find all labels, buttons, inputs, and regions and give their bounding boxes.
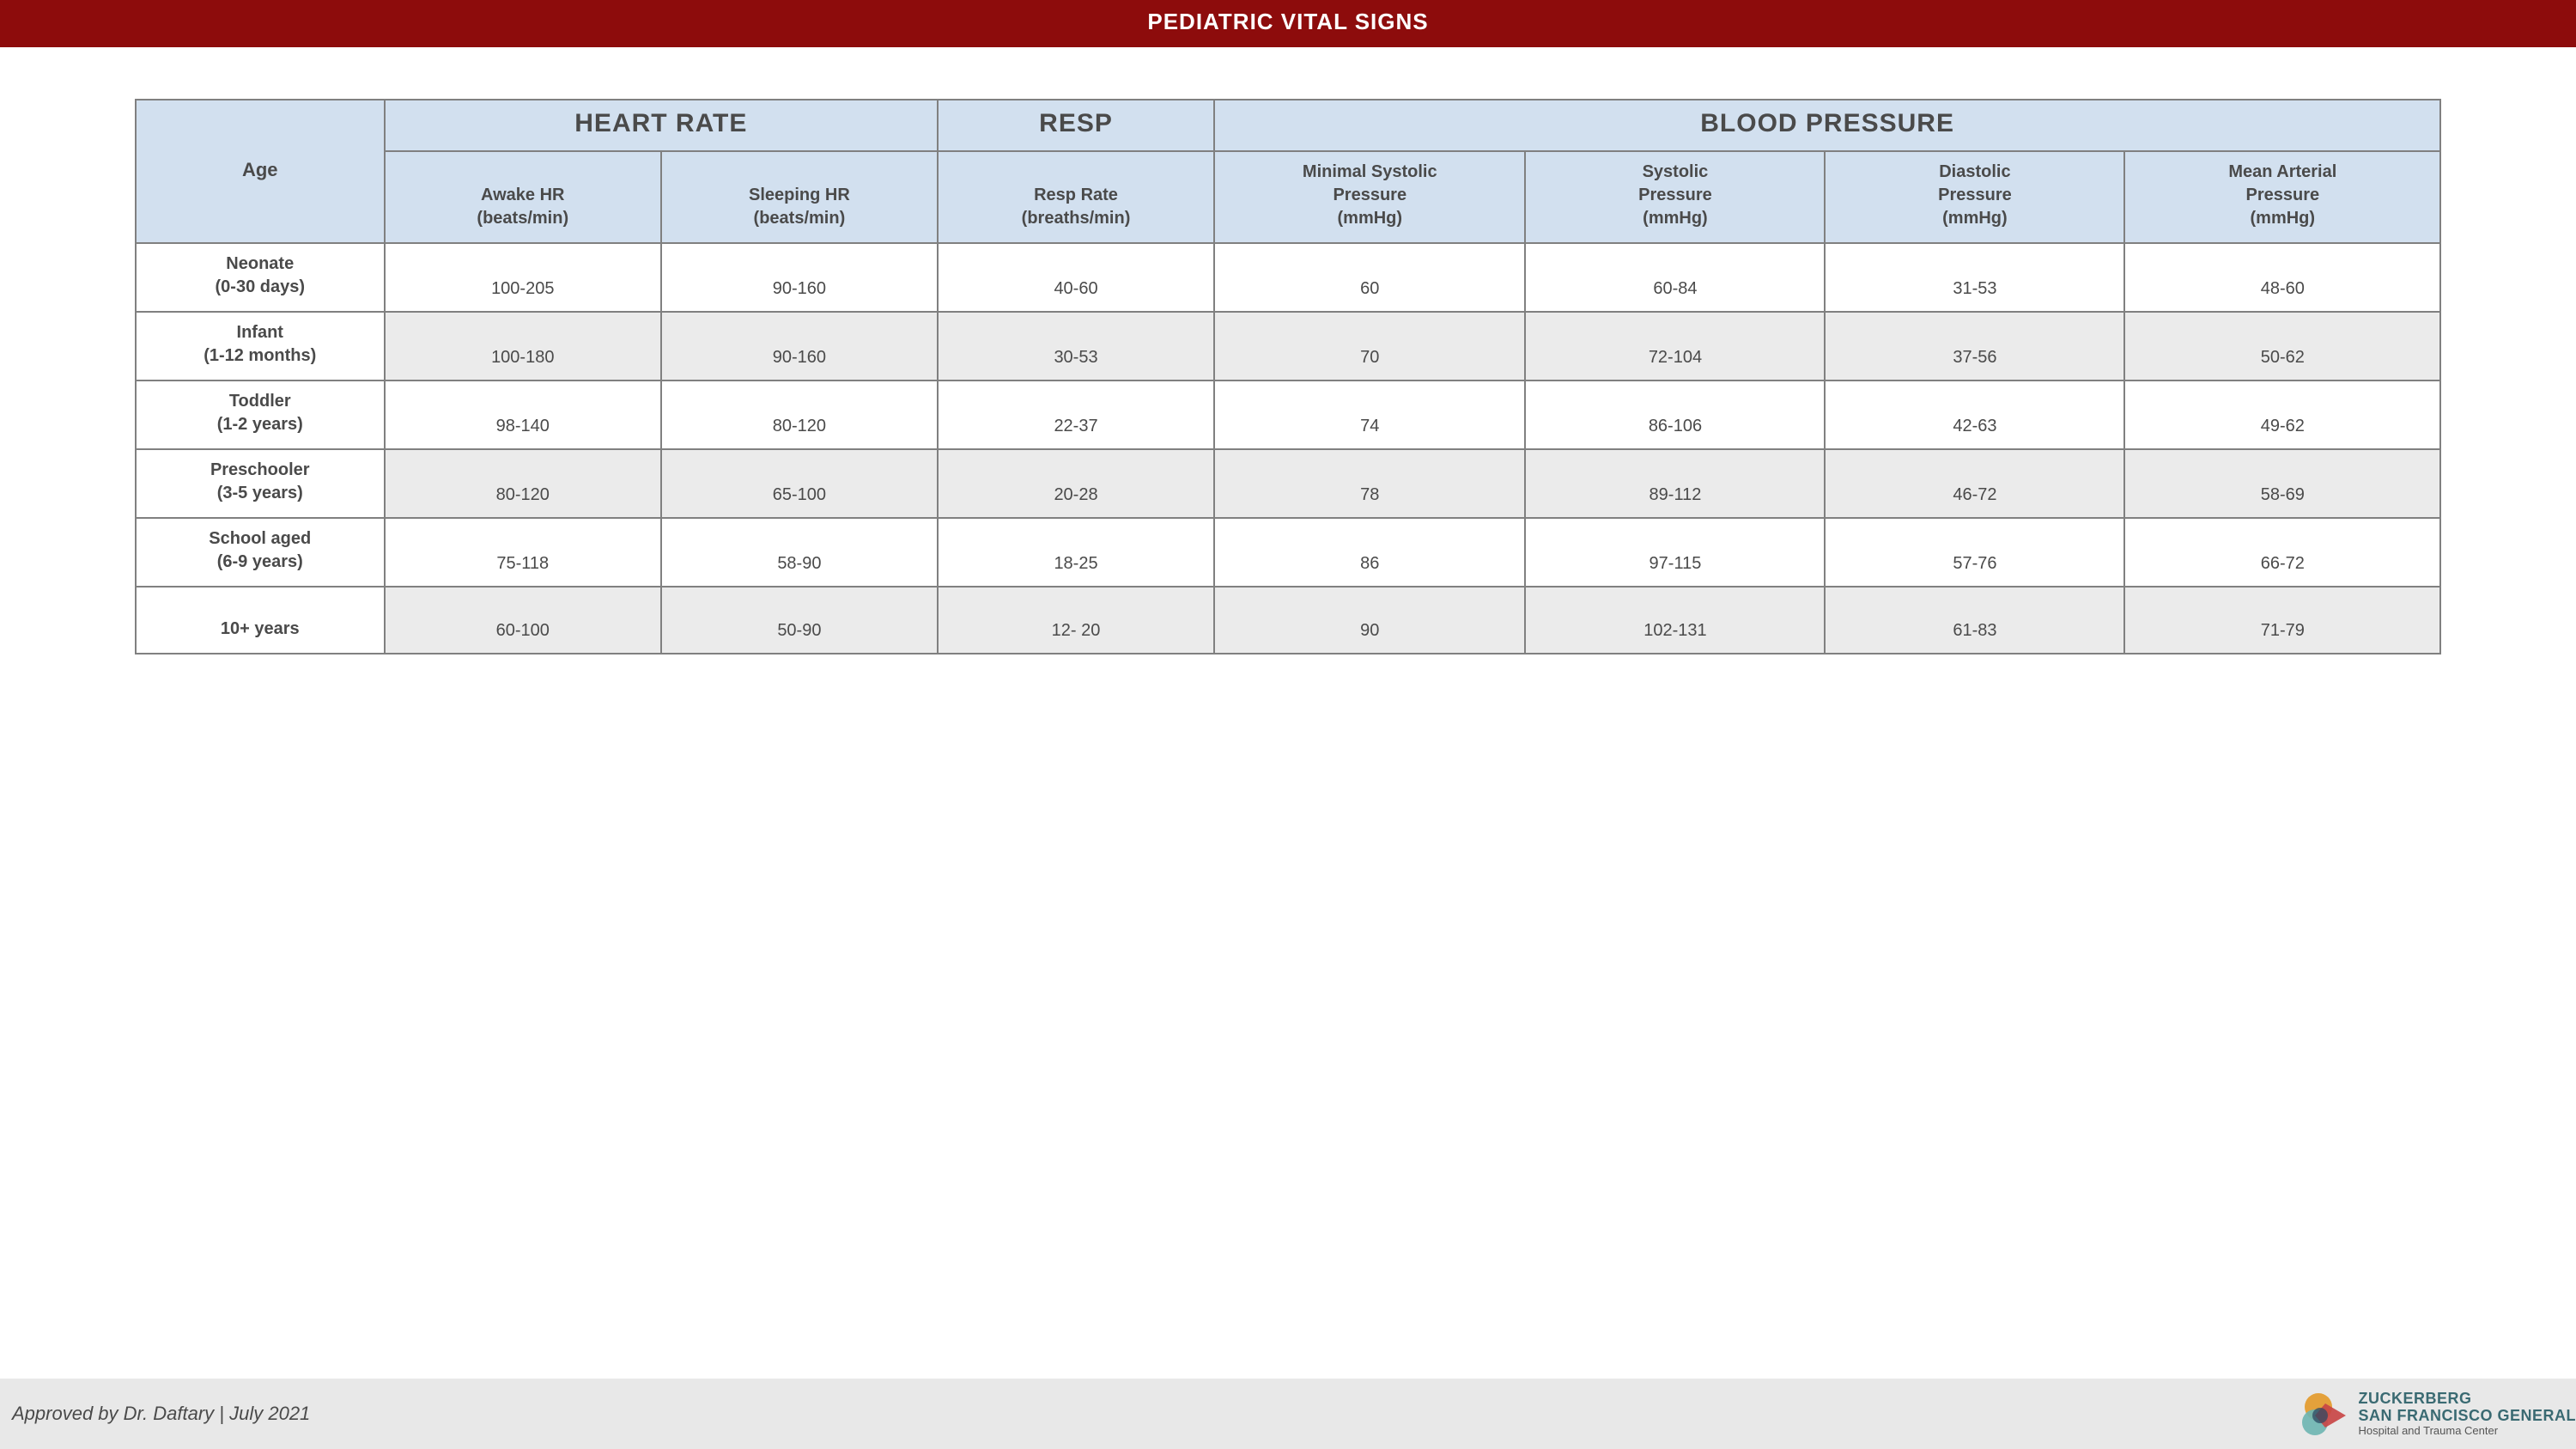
logo-line-2: SAN FRANCISCO GENERAL bbox=[2358, 1408, 2576, 1425]
content-area: AgeHEART RATERESPBLOOD PRESSURE Awake HR… bbox=[0, 47, 2576, 1379]
table-cell: 50-62 bbox=[2124, 312, 2440, 381]
hospital-logo-icon bbox=[2296, 1391, 2349, 1436]
table-cell: 31-53 bbox=[1825, 243, 2124, 312]
table-row: Infant(1-12 months)100-18090-16030-53707… bbox=[136, 312, 2440, 381]
table-cell: 65-100 bbox=[661, 449, 938, 518]
table-cell: 74 bbox=[1214, 381, 1525, 449]
table-cell: 46-72 bbox=[1825, 449, 2124, 518]
table-cell: 22-37 bbox=[938, 381, 1214, 449]
table-cell: 58-69 bbox=[2124, 449, 2440, 518]
row-age-label: Infant(1-12 months) bbox=[136, 312, 385, 381]
row-age-label: School aged(6-9 years) bbox=[136, 518, 385, 587]
table-cell: 90-160 bbox=[661, 243, 938, 312]
table-cell: 49-62 bbox=[2124, 381, 2440, 449]
table-row: Neonate(0-30 days)100-20590-16040-606060… bbox=[136, 243, 2440, 312]
title-bar: PEDIATRIC VITAL SIGNS bbox=[0, 0, 2576, 47]
row-age-label: 10+ years bbox=[136, 587, 385, 654]
col-header-age: Age bbox=[136, 100, 385, 243]
table-row: Toddler(1-2 years)98-14080-12022-377486-… bbox=[136, 381, 2440, 449]
table-cell: 70 bbox=[1214, 312, 1525, 381]
table-cell: 71-79 bbox=[2124, 587, 2440, 654]
table-cell: 102-131 bbox=[1525, 587, 1825, 654]
col-subheader: SystolicPressure(mmHg) bbox=[1525, 151, 1825, 243]
col-subheader: Sleeping HR(beats/min) bbox=[661, 151, 938, 243]
header-row-groups: AgeHEART RATERESPBLOOD PRESSURE bbox=[136, 100, 2440, 151]
footer-bar: Approved by Dr. Daftary | July 2021 ZUCK… bbox=[0, 1379, 2576, 1449]
table-cell: 86-106 bbox=[1525, 381, 1825, 449]
table-cell: 20-28 bbox=[938, 449, 1214, 518]
table-cell: 60 bbox=[1214, 243, 1525, 312]
col-subheader: DiastolicPressure(mmHg) bbox=[1825, 151, 2124, 243]
col-group-header: HEART RATE bbox=[385, 100, 938, 151]
col-group-header: BLOOD PRESSURE bbox=[1214, 100, 2440, 151]
logo-line-1: ZUCKERBERG bbox=[2358, 1391, 2576, 1408]
table-cell: 61-83 bbox=[1825, 587, 2124, 654]
logo-line-3: Hospital and Trauma Center bbox=[2358, 1425, 2576, 1437]
col-group-header: RESP bbox=[938, 100, 1214, 151]
table-cell: 100-205 bbox=[385, 243, 661, 312]
row-age-label: Neonate(0-30 days) bbox=[136, 243, 385, 312]
table-cell: 72-104 bbox=[1525, 312, 1825, 381]
table-row: Preschooler(3-5 years)80-12065-10020-287… bbox=[136, 449, 2440, 518]
hospital-logo-text: ZUCKERBERG SAN FRANCISCO GENERAL Hospita… bbox=[2358, 1391, 2576, 1437]
col-subheader: Minimal SystolicPressure(mmHg) bbox=[1214, 151, 1525, 243]
table-cell: 80-120 bbox=[385, 449, 661, 518]
table-cell: 37-56 bbox=[1825, 312, 2124, 381]
table-cell: 100-180 bbox=[385, 312, 661, 381]
table-body: Neonate(0-30 days)100-20590-16040-606060… bbox=[136, 243, 2440, 654]
table-head: AgeHEART RATERESPBLOOD PRESSURE Awake HR… bbox=[136, 100, 2440, 243]
table-cell: 50-90 bbox=[661, 587, 938, 654]
table-cell: 89-112 bbox=[1525, 449, 1825, 518]
table-cell: 58-90 bbox=[661, 518, 938, 587]
table-cell: 98-140 bbox=[385, 381, 661, 449]
col-subheader: Awake HR(beats/min) bbox=[385, 151, 661, 243]
table-cell: 18-25 bbox=[938, 518, 1214, 587]
table-cell: 30-53 bbox=[938, 312, 1214, 381]
table-cell: 86 bbox=[1214, 518, 1525, 587]
table-cell: 48-60 bbox=[2124, 243, 2440, 312]
row-age-label: Preschooler(3-5 years) bbox=[136, 449, 385, 518]
table-cell: 57-76 bbox=[1825, 518, 2124, 587]
col-subheader: Mean ArterialPressure(mmHg) bbox=[2124, 151, 2440, 243]
vital-signs-table: AgeHEART RATERESPBLOOD PRESSURE Awake HR… bbox=[135, 99, 2441, 654]
table-cell: 75-118 bbox=[385, 518, 661, 587]
table-cell: 90 bbox=[1214, 587, 1525, 654]
approved-by-text: Approved by Dr. Daftary | July 2021 bbox=[12, 1403, 310, 1425]
table-cell: 90-160 bbox=[661, 312, 938, 381]
table-cell: 66-72 bbox=[2124, 518, 2440, 587]
table-cell: 40-60 bbox=[938, 243, 1214, 312]
table-cell: 80-120 bbox=[661, 381, 938, 449]
table-cell: 12- 20 bbox=[938, 587, 1214, 654]
table-cell: 42-63 bbox=[1825, 381, 2124, 449]
table-cell: 60-100 bbox=[385, 587, 661, 654]
row-age-label: Toddler(1-2 years) bbox=[136, 381, 385, 449]
table-cell: 97-115 bbox=[1525, 518, 1825, 587]
page-title: PEDIATRIC VITAL SIGNS bbox=[1147, 9, 1428, 34]
table-cell: 60-84 bbox=[1525, 243, 1825, 312]
header-row-sub: Awake HR(beats/min)Sleeping HR(beats/min… bbox=[136, 151, 2440, 243]
table-row: School aged(6-9 years)75-11858-9018-2586… bbox=[136, 518, 2440, 587]
col-subheader: Resp Rate(breaths/min) bbox=[938, 151, 1214, 243]
hospital-logo: ZUCKERBERG SAN FRANCISCO GENERAL Hospita… bbox=[2296, 1391, 2576, 1437]
table-cell: 78 bbox=[1214, 449, 1525, 518]
table-row: 10+ years60-10050-9012- 2090102-13161-83… bbox=[136, 587, 2440, 654]
